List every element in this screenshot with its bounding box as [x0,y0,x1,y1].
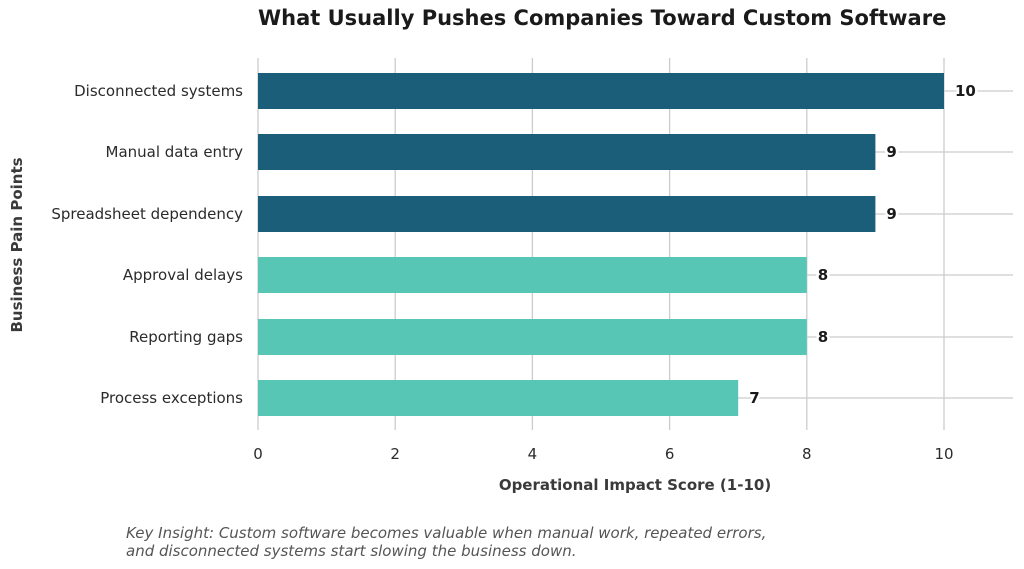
bars-layer [258,73,944,416]
x-tick-label: 0 [253,445,263,463]
data-label: 10 [955,82,976,100]
chart-title: What Usually Pushes Companies Toward Cus… [258,6,947,30]
y-tick-label: Process exceptions [100,389,243,407]
bar [258,380,739,416]
y-tick-label: Spreadsheet dependency [51,205,243,223]
data-label: 9 [886,205,896,223]
bar [258,319,807,355]
bar [258,134,876,170]
bar [258,196,876,232]
x-tick-label: 10 [934,445,953,463]
x-tick-label: 8 [802,445,812,463]
y-tick-label: Reporting gaps [129,328,243,346]
bar [258,257,807,293]
y-axis-label: Business Pain Points [8,157,26,332]
x-axis-label: Operational Impact Score (1-10) [499,476,771,494]
bar [258,73,944,109]
y-tick-label: Approval delays [123,266,243,284]
data-label: 9 [886,143,896,161]
data-label: 7 [749,389,759,407]
labels-layer: 0 2 4 6 8 10 Disconnected systems 10 Manual data… [51,80,978,464]
x-tick-label: 6 [665,445,675,463]
key-insight-line-2: and disconnected systems start slowing t… [126,542,577,560]
y-tick-label: Disconnected systems [74,82,243,100]
data-label: 8 [818,328,828,346]
key-insight-line-1: Key Insight: Custom software becomes val… [126,524,767,542]
x-tick-label: 2 [390,445,400,463]
y-tick-label: Manual data entry [106,143,244,161]
grid-layer [257,58,1013,430]
data-label: 8 [818,266,828,284]
x-tick-label: 4 [528,445,538,463]
